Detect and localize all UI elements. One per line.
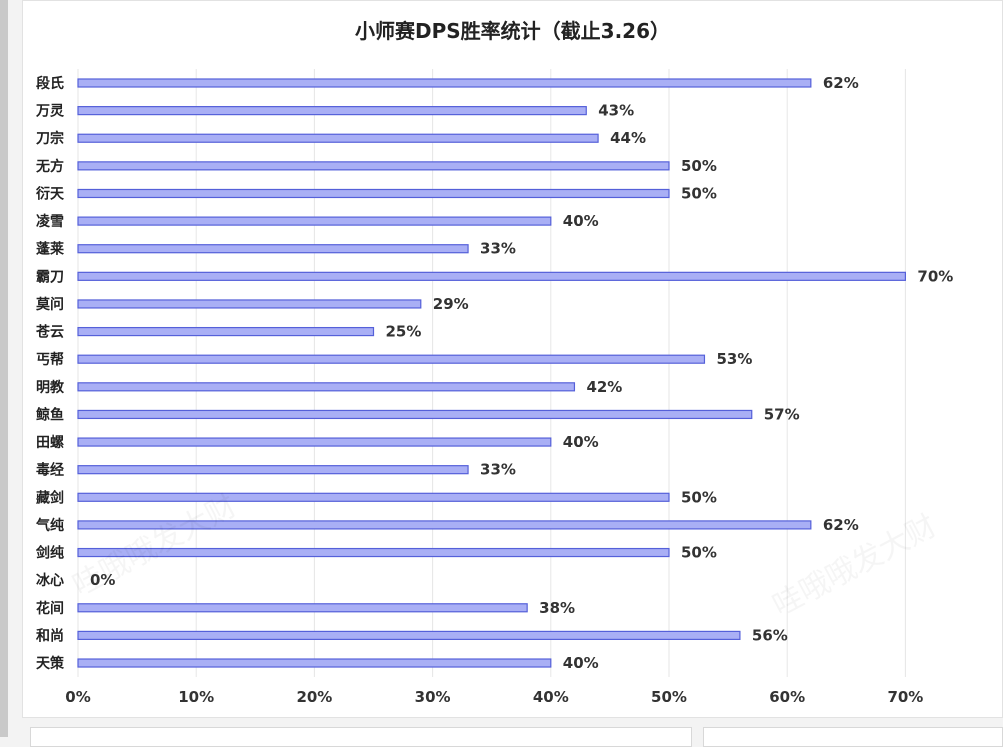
bottom-panel-left <box>30 727 692 747</box>
chart-title: 小师赛DPS胜率统计（截止3.26） <box>354 19 670 43</box>
bar <box>77 354 706 364</box>
category-label: 剑纯 <box>35 545 64 562</box>
chart-card: 小师赛DPS胜率统计（截止3.26） 0% 10% 20% 30% 40% 50% 60% 7… <box>22 0 1003 718</box>
bar <box>77 326 375 337</box>
category-label: 苍云 <box>35 325 64 341</box>
category-label: 毒经 <box>36 462 64 479</box>
x-tick-label: 20% <box>296 688 332 706</box>
bar <box>77 409 753 420</box>
bar <box>77 465 469 475</box>
category-label: 衍天 <box>35 185 65 202</box>
category-label: 段氏 <box>36 75 64 92</box>
bar-chart: 0% 10% 20% 30% 40% 50% 60% 70% 段氏 62% 万灵 43% 刀宗 44% 无方… <box>35 69 953 706</box>
value-label: 57% <box>764 405 800 423</box>
x-tick-label: 0% <box>65 688 90 706</box>
x-tick-label: 40% <box>533 688 569 706</box>
value-label: 25% <box>386 323 422 341</box>
category-label: 鲸鱼 <box>36 406 64 423</box>
category-label: 凌雪 <box>36 213 64 230</box>
bar <box>77 188 670 199</box>
x-tick-label: 30% <box>415 688 451 706</box>
value-label: 33% <box>480 240 516 258</box>
value-label: 50% <box>681 544 717 562</box>
value-label: 42% <box>586 378 622 396</box>
value-label: 62% <box>823 74 859 92</box>
value-label: 29% <box>433 295 469 313</box>
value-label: 50% <box>681 488 717 506</box>
category-label: 刀宗 <box>36 130 64 147</box>
category-label: 丐帮 <box>36 351 64 368</box>
category-label: 无方 <box>35 158 64 175</box>
x-tick-label: 10% <box>178 688 214 706</box>
bar <box>77 216 552 226</box>
value-label: 0% <box>90 571 115 589</box>
value-label: 56% <box>752 626 788 644</box>
bar <box>77 299 422 309</box>
x-tick-label: 70% <box>887 688 923 706</box>
bar <box>77 603 528 613</box>
value-label: 33% <box>480 461 516 479</box>
value-label: 53% <box>716 350 752 368</box>
category-label: 莫问 <box>35 296 64 313</box>
category-label: 冰心 <box>36 572 64 589</box>
value-label: 70% <box>917 267 953 285</box>
category-label: 天策 <box>36 655 65 672</box>
value-label: 44% <box>610 129 646 147</box>
value-label: 40% <box>563 212 599 230</box>
value-label: 38% <box>539 599 575 617</box>
bar <box>77 658 552 668</box>
value-label: 62% <box>823 516 859 534</box>
value-label: 43% <box>598 102 634 120</box>
bar <box>77 437 552 447</box>
bar <box>77 630 741 641</box>
bar <box>77 244 469 254</box>
bar <box>77 78 812 88</box>
left-gutter <box>0 0 8 737</box>
category-label: 花间 <box>36 600 64 617</box>
category-label: 蓬莱 <box>36 241 64 258</box>
bar <box>77 161 670 171</box>
bar <box>77 520 812 530</box>
value-label: 50% <box>681 184 717 202</box>
category-label: 田螺 <box>36 434 64 451</box>
category-label: 和尚 <box>36 627 64 644</box>
category-label: 霸刀 <box>36 269 64 285</box>
bar <box>77 382 576 392</box>
value-label: 40% <box>563 654 599 672</box>
x-tick-label: 50% <box>651 688 687 706</box>
bar <box>77 492 670 502</box>
category-label: 藏剑 <box>36 489 64 506</box>
category-label: 万灵 <box>35 104 65 120</box>
value-label: 40% <box>563 433 599 451</box>
category-label: 明教 <box>36 379 65 396</box>
value-label: 50% <box>681 157 717 175</box>
bar <box>77 133 599 143</box>
bar <box>77 106 587 116</box>
bar <box>77 547 670 558</box>
bar <box>77 271 907 281</box>
category-label: 气纯 <box>35 517 64 534</box>
x-tick-label: 60% <box>769 688 805 706</box>
bottom-panel-right <box>703 727 1003 747</box>
